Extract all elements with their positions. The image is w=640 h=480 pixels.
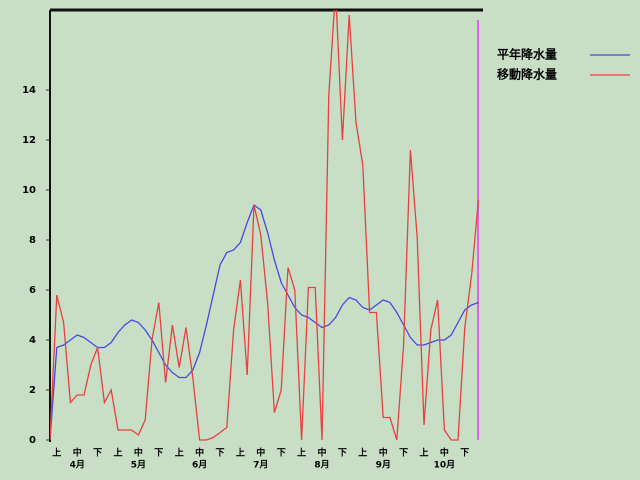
y-tick-label: 6 [29,285,36,296]
x-tick-label: 上 [175,447,184,459]
legend-label: 平年降水量 [497,47,557,62]
x-tick-label: 下 [399,448,408,459]
x-tick-label: 上 [358,447,367,459]
series-line [50,203,479,441]
plot-area [50,10,480,441]
x-tick-label: 中 [195,447,204,459]
x-tick-label: 下 [460,448,469,459]
month-label: 5月 [131,460,146,471]
x-tick-label: 上 [113,447,122,459]
x-tick-label: 中 [134,447,143,459]
y-tick-label: 0 [29,435,36,446]
y-tick-label: 10 [22,185,36,196]
y-tick-label: 2 [29,385,36,396]
x-tick-label: 下 [338,448,347,459]
x-tick-label: 上 [52,447,61,459]
month-label: 10月 [434,460,456,471]
x-tick-label: 下 [154,448,163,459]
month-label: 7月 [253,460,268,471]
x-tick-label: 中 [73,447,82,459]
x-tick-label: 下 [215,448,224,459]
y-tick-label: 14 [22,85,36,96]
x-tick-label: 上 [419,447,428,459]
y-tick-label: 12 [22,135,36,146]
y-tick-label: 8 [29,235,36,246]
month-label: 8月 [314,460,329,471]
month-label: 4月 [70,460,85,471]
x-tick-label: 上 [297,447,306,459]
month-label: 9月 [376,460,391,471]
legend-label: 移動降水量 [497,67,557,82]
x-tick-label: 下 [93,448,102,459]
month-label: 6月 [192,460,207,471]
x-tick-label: 中 [440,447,449,459]
x-tick-label: 上 [236,447,245,459]
y-tick-label: 4 [29,335,36,346]
x-tick-label: 中 [379,447,388,459]
x-tick-label: 中 [256,447,265,459]
x-tick-label: 下 [277,448,286,459]
x-tick-label: 中 [317,447,326,459]
series-line [50,10,480,441]
